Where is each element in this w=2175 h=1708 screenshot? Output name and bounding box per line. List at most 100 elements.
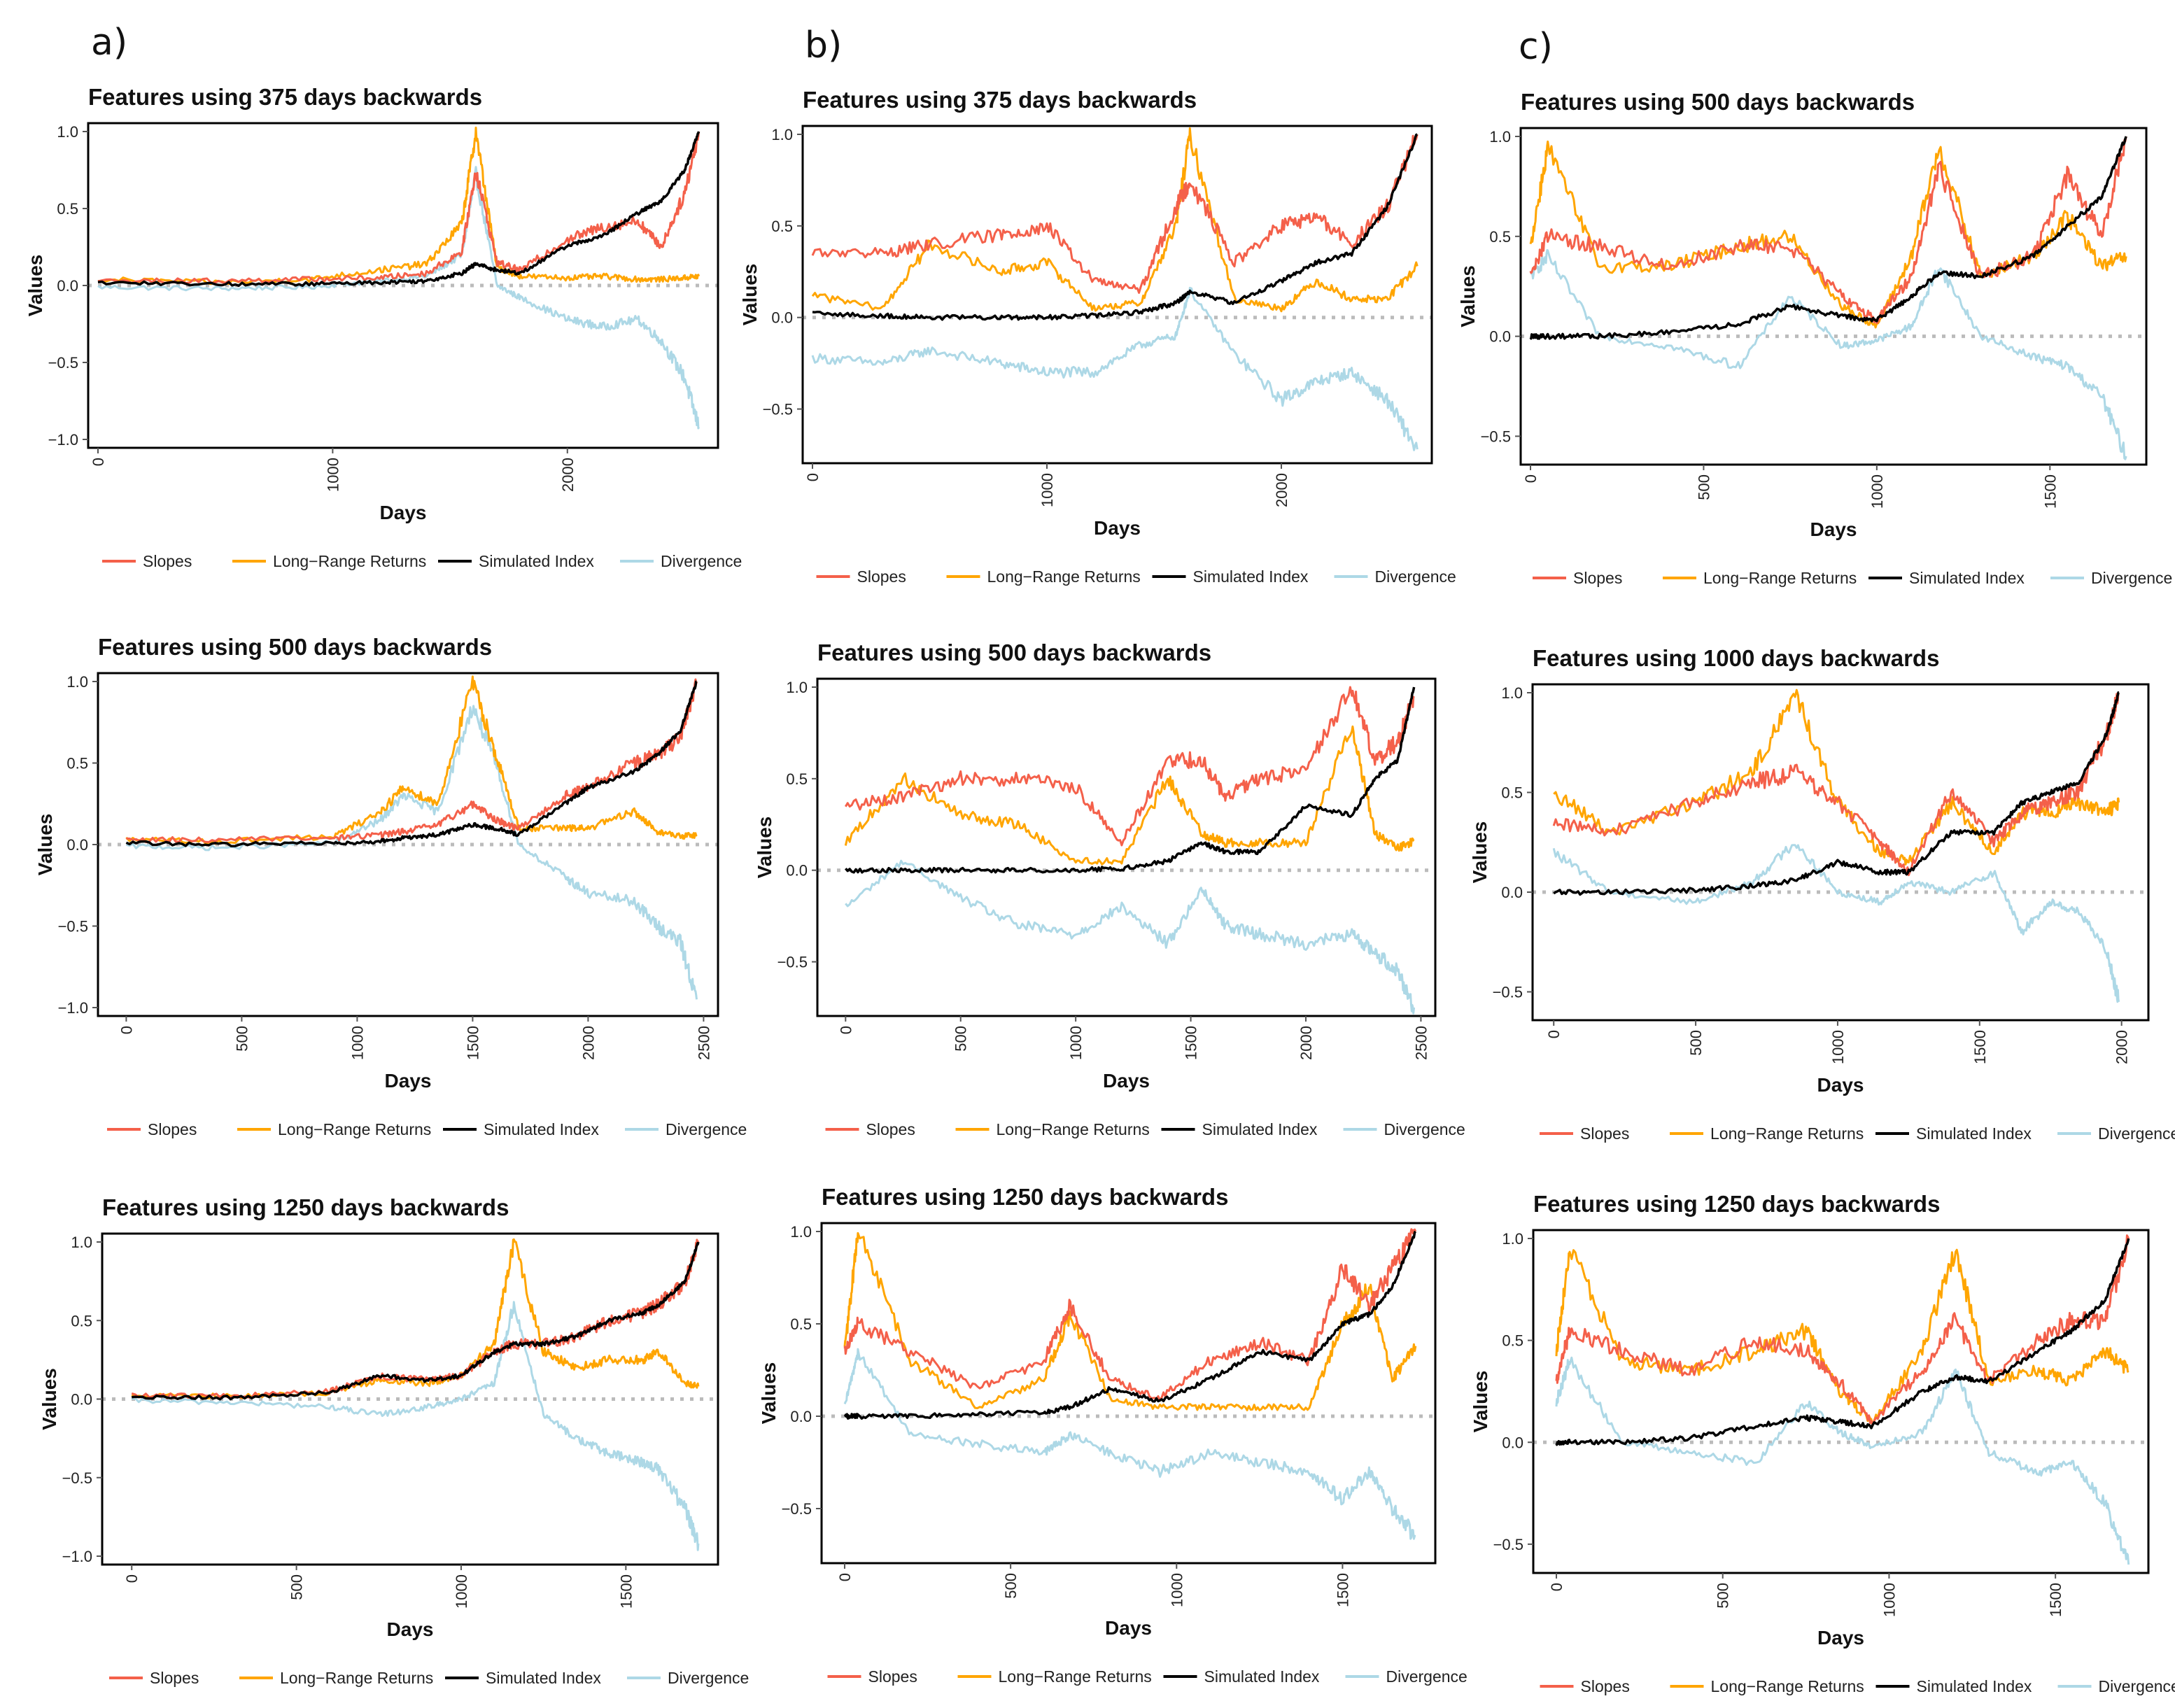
legend-label-index: Simulated Index (1916, 1124, 2032, 1143)
series-line-lrr (1529, 140, 2127, 329)
y-axis-title: Values (34, 814, 56, 876)
x-tick-label: 0 (1522, 474, 1540, 483)
y-axis-title: Values (754, 817, 775, 879)
legend-label-div: Divergence (1375, 567, 1456, 586)
series-line-lrr (97, 127, 701, 285)
panel-b1: Features using 375 days backwards −0.5 0.0… (739, 87, 1456, 586)
x-tick-label: 0 (1548, 1583, 1565, 1591)
y-tick-label: −0.5 (782, 1500, 812, 1518)
legend-label-index: Simulated Index (486, 1669, 601, 1687)
x-tick-label: 1000 (349, 1026, 366, 1060)
x-axis-title: Days (1810, 518, 1857, 540)
series-line-index (844, 686, 1416, 874)
plot-frame (1519, 127, 2148, 466)
plot-frame (1531, 683, 2150, 1022)
panel-title: Features using 500 days backwards (1521, 89, 1915, 115)
x-tick-label: 0 (90, 458, 107, 466)
y-tick-label: −0.5 (1493, 1536, 1523, 1553)
column-label-a: a) (91, 22, 127, 64)
legend-label-lrr: Long−Range Returns (280, 1669, 433, 1687)
legend-label-index: Simulated Index (1909, 569, 2025, 587)
x-axis-title: Days (1817, 1074, 1864, 1096)
legend-label-slopes: Slopes (150, 1669, 199, 1687)
legend-label-slopes: Slopes (857, 567, 906, 586)
legend-label-div: Divergence (2099, 1677, 2175, 1695)
x-tick-label: 1000 (1829, 1030, 1847, 1064)
y-tick-label: 1.0 (66, 673, 88, 691)
series-line-div (1552, 844, 2120, 1003)
x-axis-title: Days (1105, 1617, 1152, 1639)
legend: Slopes Long−Range Returns Simulated Index D… (816, 567, 1456, 586)
x-axis-title: Days (387, 1618, 434, 1640)
y-tick-label: −0.5 (763, 401, 793, 418)
series-line-slopes (845, 686, 1415, 847)
legend-label-lrr: Long−Range Returns (278, 1120, 431, 1138)
legend-label-lrr: Long−Range Returns (273, 552, 426, 570)
legend-label-lrr: Long−Range Returns (1711, 1677, 1864, 1695)
panel-a2: Features using 500 days backwards −1.0 −0.… (34, 634, 747, 1138)
series-line-lrr (125, 675, 698, 845)
legend-label-lrr: Long−Range Returns (999, 1667, 1152, 1686)
series-line-lrr (131, 1238, 700, 1399)
x-tick-label: 1000 (1868, 474, 1886, 509)
x-tick-label: 500 (1715, 1583, 1732, 1609)
y-tick-label: 0.5 (1501, 784, 1523, 802)
x-tick-label: 2000 (579, 1026, 597, 1060)
panel-a1: Features using 375 days backwards −1.0 −0.… (24, 84, 742, 570)
legend-label-index: Simulated Index (1202, 1120, 1318, 1138)
legend-label-slopes: Slopes (1580, 1124, 1629, 1143)
series-line-div (132, 1301, 700, 1551)
y-tick-label: 0.5 (71, 1312, 92, 1329)
series-line-slopes (1529, 136, 2127, 325)
legend-label-index: Simulated Index (1917, 1677, 2032, 1695)
series-line-index (1555, 1238, 2130, 1446)
legend-label-slopes: Slopes (866, 1120, 915, 1138)
column-label-c: c) (1519, 26, 1553, 68)
x-tick-label: 1500 (617, 1574, 635, 1609)
x-tick-label: 1000 (453, 1574, 470, 1609)
x-tick-label: 0 (123, 1574, 141, 1583)
x-tick-label: 0 (804, 473, 822, 481)
y-tick-label: 0.5 (786, 770, 808, 788)
y-axis-title: Values (38, 1368, 60, 1430)
series-line-index (132, 1241, 700, 1401)
legend-label-div: Divergence (2091, 569, 2172, 587)
x-tick-label: 1000 (1039, 473, 1056, 507)
x-tick-label: 1500 (1971, 1030, 1989, 1064)
series-line-slopes (1552, 691, 2120, 877)
series-line-div (843, 1348, 1416, 1540)
y-tick-label: −0.5 (62, 1469, 92, 1487)
y-tick-label: 0.0 (71, 1391, 92, 1409)
y-axis-title: Values (24, 255, 46, 317)
legend-label-index: Simulated Index (479, 552, 594, 570)
x-tick-label: 2000 (1297, 1026, 1315, 1060)
y-tick-label: 1.0 (1502, 1230, 1523, 1248)
y-tick-label: 1.0 (1501, 684, 1523, 702)
y-tick-label: −0.5 (1481, 428, 1511, 445)
legend-label-div: Divergence (668, 1669, 749, 1687)
y-axis-title: Values (1457, 265, 1479, 327)
x-tick-label: 2000 (2113, 1030, 2131, 1064)
series-line-index (125, 680, 698, 847)
panel-title: Features using 1000 days backwards (1533, 645, 1939, 671)
series-line-index (812, 133, 1419, 321)
y-tick-label: 0.0 (1489, 328, 1511, 346)
series-line-div (1529, 249, 2127, 460)
series-line-div (1555, 1356, 2130, 1565)
y-tick-label: 0.5 (1489, 228, 1511, 246)
y-axis-title: Values (739, 264, 761, 326)
panel-c3: Features using 1250 days backwards −0.5 0.… (1470, 1191, 2175, 1695)
series-line-index (97, 131, 701, 288)
y-tick-label: −1.0 (48, 431, 78, 449)
panel-title: Features using 500 days backwards (817, 640, 1211, 665)
legend: Slopes Long−Range Returns Simulated Index D… (109, 1669, 749, 1687)
panel-title: Features using 1250 days backwards (1533, 1191, 1940, 1217)
series-line-lrr (811, 127, 1419, 313)
column-label-b: b) (805, 24, 842, 66)
x-tick-label: 1000 (324, 458, 342, 492)
x-tick-label: 1000 (1880, 1583, 1898, 1617)
legend-label-index: Simulated Index (484, 1120, 599, 1138)
y-tick-label: 1.0 (771, 126, 793, 143)
panel-c1: Features using 500 days backwards −0.5 0.0… (1457, 89, 2172, 587)
